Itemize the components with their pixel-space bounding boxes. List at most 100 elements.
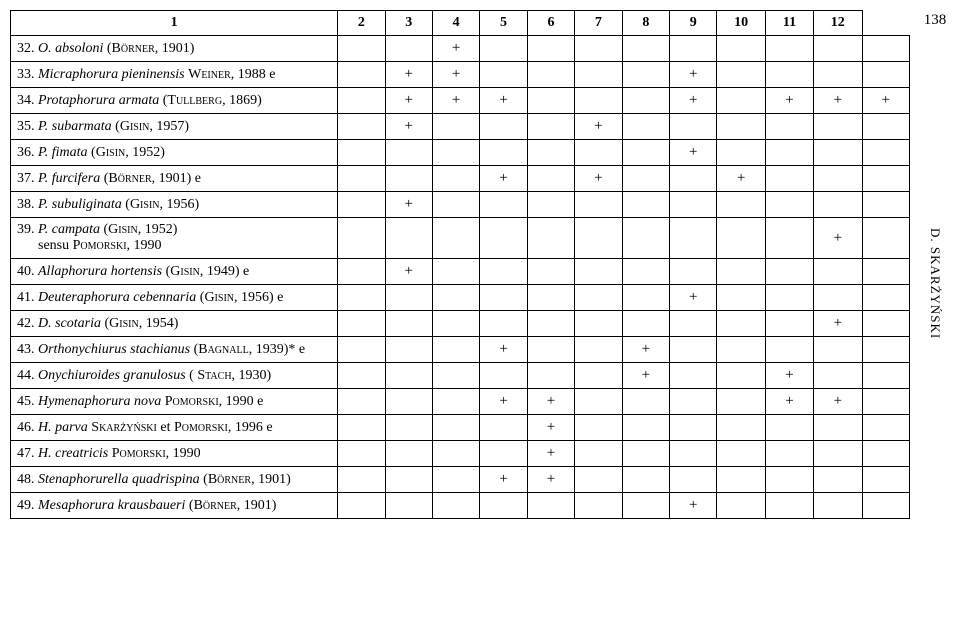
- presence-cell: +: [862, 88, 910, 114]
- presence-cell: [814, 337, 862, 363]
- species-name: 42. D. scotaria (Gisin, 1954): [11, 311, 338, 337]
- table-row: 35. P. subarmata (Gisin, 1957)++: [11, 114, 910, 140]
- presence-cell: [862, 415, 910, 441]
- presence-cell: [717, 415, 765, 441]
- presence-cell: [338, 415, 385, 441]
- presence-cell: +: [432, 62, 479, 88]
- page-number: 138: [924, 12, 947, 29]
- presence-cell: +: [670, 493, 717, 519]
- presence-cell: [527, 36, 574, 62]
- table-row: 45. Hymenaphorura nova Pomorski, 1990 e +…: [11, 389, 910, 415]
- presence-cell: [670, 337, 717, 363]
- presence-cell: [480, 218, 527, 259]
- presence-cell: [480, 285, 527, 311]
- presence-cell: [717, 337, 765, 363]
- presence-cell: [814, 493, 862, 519]
- species-name: 44. Onychiuroides granulosus ( Stach, 19…: [11, 363, 338, 389]
- presence-cell: [527, 192, 574, 218]
- presence-cell: [338, 166, 385, 192]
- presence-cell: [480, 493, 527, 519]
- header-col-7: 7: [575, 11, 622, 36]
- presence-cell: [765, 218, 813, 259]
- presence-cell: [717, 389, 765, 415]
- presence-cell: [338, 62, 385, 88]
- presence-cell: [717, 88, 765, 114]
- presence-cell: [527, 259, 574, 285]
- presence-cell: [432, 467, 479, 493]
- table-row: 32. O. absoloni (Börner, 1901)+: [11, 36, 910, 62]
- presence-cell: [862, 166, 910, 192]
- presence-cell: [338, 259, 385, 285]
- table-row: 42. D. scotaria (Gisin, 1954)+: [11, 311, 910, 337]
- presence-cell: +: [575, 114, 622, 140]
- presence-cell: [480, 192, 527, 218]
- presence-cell: [814, 140, 862, 166]
- presence-cell: [385, 389, 432, 415]
- presence-cell: [575, 88, 622, 114]
- presence-cell: [338, 363, 385, 389]
- presence-cell: +: [814, 88, 862, 114]
- presence-cell: [575, 62, 622, 88]
- presence-cell: [575, 415, 622, 441]
- presence-cell: [717, 218, 765, 259]
- presence-cell: [862, 493, 910, 519]
- presence-cell: [432, 285, 479, 311]
- presence-cell: [717, 140, 765, 166]
- species-name: 47. H. creatricis Pomorski, 1990: [11, 441, 338, 467]
- presence-cell: +: [765, 88, 813, 114]
- presence-cell: [385, 285, 432, 311]
- presence-cell: +: [432, 36, 479, 62]
- presence-cell: [385, 337, 432, 363]
- presence-cell: [622, 467, 669, 493]
- species-name: 39. P. campata (Gisin, 1952) sensu Pomor…: [11, 218, 338, 259]
- presence-cell: +: [670, 285, 717, 311]
- presence-cell: [717, 36, 765, 62]
- presence-cell: [717, 259, 765, 285]
- presence-cell: [670, 311, 717, 337]
- presence-cell: [717, 285, 765, 311]
- header-col-2: 2: [338, 11, 385, 36]
- table-row: 46. H. parva Skarżyński et Pomorski, 199…: [11, 415, 910, 441]
- side-author-label: D. SKARŻYŃSKI: [927, 228, 943, 339]
- presence-cell: [814, 363, 862, 389]
- presence-cell: [432, 218, 479, 259]
- presence-cell: [622, 114, 669, 140]
- presence-cell: [527, 140, 574, 166]
- presence-cell: [575, 311, 622, 337]
- presence-cell: [338, 192, 385, 218]
- presence-cell: +: [385, 88, 432, 114]
- presence-cell: [862, 441, 910, 467]
- presence-cell: +: [480, 389, 527, 415]
- presence-cell: [670, 363, 717, 389]
- presence-cell: [765, 192, 813, 218]
- presence-cell: +: [622, 337, 669, 363]
- presence-cell: [385, 441, 432, 467]
- presence-cell: [480, 62, 527, 88]
- species-name: 45. Hymenaphorura nova Pomorski, 1990 e: [11, 389, 338, 415]
- table-row: 47. H. creatricis Pomorski, 1990+: [11, 441, 910, 467]
- presence-cell: [575, 36, 622, 62]
- presence-cell: [385, 415, 432, 441]
- presence-cell: [432, 166, 479, 192]
- presence-cell: [862, 285, 910, 311]
- presence-cell: [480, 363, 527, 389]
- presence-cell: [622, 389, 669, 415]
- presence-cell: +: [814, 218, 862, 259]
- header-col-4: 4: [432, 11, 479, 36]
- presence-cell: [622, 218, 669, 259]
- presence-cell: [527, 493, 574, 519]
- presence-cell: [432, 493, 479, 519]
- presence-cell: [765, 311, 813, 337]
- table-row: 37. P. furcifera (Börner, 1901) e+++: [11, 166, 910, 192]
- presence-cell: [622, 441, 669, 467]
- presence-cell: +: [527, 389, 574, 415]
- presence-cell: [622, 62, 669, 88]
- presence-cell: [670, 389, 717, 415]
- presence-cell: [670, 36, 717, 62]
- presence-cell: +: [527, 467, 574, 493]
- presence-cell: [338, 36, 385, 62]
- presence-cell: [765, 467, 813, 493]
- table-row: 44. Onychiuroides granulosus ( Stach, 19…: [11, 363, 910, 389]
- presence-cell: [717, 493, 765, 519]
- presence-cell: [338, 493, 385, 519]
